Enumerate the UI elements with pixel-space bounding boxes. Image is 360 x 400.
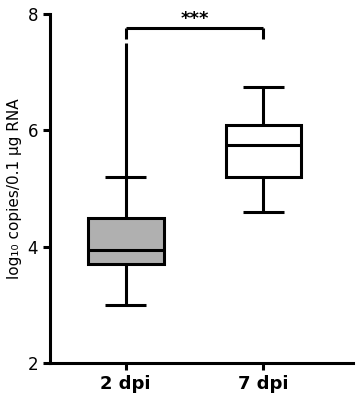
Bar (226, 124, 301, 177)
Text: ***: *** (180, 10, 209, 28)
Bar (88, 218, 163, 264)
Y-axis label: log₁₀ copies/0.1 µg RNA: log₁₀ copies/0.1 µg RNA (7, 98, 22, 279)
